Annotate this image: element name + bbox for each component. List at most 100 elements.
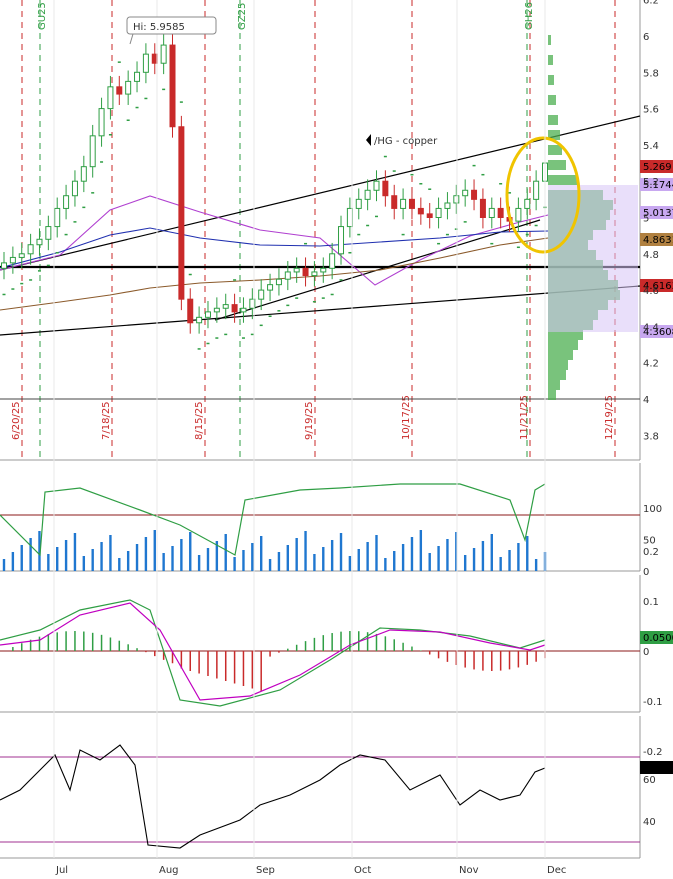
- trend-line-upper: [0, 115, 641, 271]
- date-marker-label: 12/19/25: [604, 395, 615, 440]
- price-tick: 5: [643, 214, 649, 225]
- date-marker-label: 6/20/25: [11, 401, 22, 440]
- psar-dot: [508, 192, 512, 194]
- ma-blue: [0, 227, 549, 269]
- hi-callout: Hi: 5.9585: [126, 16, 217, 45]
- candle-body: [302, 267, 309, 277]
- psar-dot: [437, 242, 441, 245]
- psar-dot: [339, 279, 343, 281]
- macd-line: [0, 599, 546, 707]
- osc-volume-bar: [2, 559, 6, 571]
- osc-tick: 100: [643, 504, 662, 515]
- price-tick: 5.2: [643, 177, 659, 188]
- month-label: Jul: [55, 865, 68, 876]
- candle-body: [364, 189, 371, 200]
- psar-dot: [188, 273, 192, 276]
- psar-dot: [233, 279, 237, 281]
- osc-volume-bar: [126, 551, 130, 571]
- rsi-badge-bg: [640, 761, 673, 774]
- osc-volume-bar: [517, 543, 520, 571]
- osc-volume-bar: [73, 533, 77, 571]
- volume-profile-bar: [548, 350, 573, 360]
- psar-dot: [29, 279, 33, 281]
- ma-brown: [0, 237, 549, 311]
- candle-body: [515, 207, 522, 222]
- macd-tick: 0: [643, 647, 649, 658]
- psar-dot: [277, 310, 281, 312]
- candle-body: [293, 267, 300, 273]
- osc-volume-bar: [100, 542, 103, 571]
- osc-volume-bar: [118, 558, 121, 571]
- candle-body: [116, 86, 123, 95]
- volume-profile-bar: [548, 75, 554, 85]
- osc-volume-bar: [375, 535, 378, 571]
- psar-dot: [330, 293, 334, 296]
- psar-dot: [11, 288, 15, 290]
- candle-body: [471, 189, 478, 200]
- psar-dot: [463, 221, 467, 223]
- psar-dot: [304, 242, 308, 245]
- volume-profile-bar: [548, 145, 562, 155]
- osc-volume-bar: [490, 534, 493, 571]
- psar-dot: [392, 170, 396, 172]
- psar-dot: [100, 161, 104, 163]
- osc-volume-bar: [437, 546, 440, 571]
- candle-body: [27, 244, 34, 255]
- price-badge: 4.8631: [640, 233, 673, 246]
- osc-volume-bar: [162, 553, 165, 571]
- price-tick: 5.6: [643, 105, 659, 116]
- price-badge-bg: [640, 206, 673, 219]
- psar-dot: [401, 233, 405, 236]
- osc-volume-bar: [56, 547, 59, 571]
- candle-body: [258, 289, 265, 300]
- candle-body: [240, 307, 247, 313]
- rsi-badge-label: 64.476: [643, 763, 673, 774]
- candle-body: [267, 284, 274, 291]
- psar-dot: [410, 173, 414, 176]
- psar-dot: [108, 134, 112, 136]
- osc-volume-bar: [215, 541, 219, 571]
- price-tick: 4.8: [643, 250, 659, 261]
- price-tick: 4.4: [643, 322, 659, 333]
- osc-volume-bar: [268, 559, 272, 571]
- price-panel: 6/20/25 7/18/25 8/15/25 9/19/25 10/17/25 11/2…: [0, 0, 673, 458]
- osc-volume-bar: [242, 550, 245, 571]
- rsi-panel: 60 40 64.476: [0, 744, 673, 849]
- candle-body: [284, 271, 291, 280]
- psar-dot: [383, 155, 387, 158]
- osc-volume-bar: [463, 555, 467, 571]
- price-badge-label: 5.0137: [643, 208, 673, 219]
- macd-tick: 0.2: [643, 547, 659, 558]
- volume-profile-bar: [548, 330, 583, 340]
- psar-dot: [73, 221, 77, 223]
- psar-dot: [445, 233, 449, 236]
- osc-volume-bar: [366, 542, 369, 571]
- osc-volume-bar: [20, 545, 23, 571]
- osc-volume-bar: [153, 530, 156, 571]
- psar-dot: [481, 173, 485, 176]
- candle-body: [249, 298, 256, 309]
- volume-profile-bar: [548, 55, 553, 65]
- rsi-badge: 64.476: [640, 761, 673, 774]
- trend-line-lower: [0, 285, 641, 336]
- psar-dot: [224, 333, 228, 336]
- osc-volume-bar: [330, 540, 334, 571]
- ma-purple: [0, 195, 549, 286]
- osc-volume-bar: [82, 556, 86, 571]
- price-tick: 4.6: [643, 286, 659, 297]
- candle-body: [435, 207, 442, 219]
- volume-profile-bar: [548, 370, 566, 380]
- candle-body: [9, 256, 16, 264]
- macd-signal-line: [0, 602, 546, 701]
- osc-volume-bar: [29, 538, 32, 571]
- osc-volume-bar: [47, 554, 50, 571]
- candle-body: [533, 180, 540, 200]
- psar-dot: [37, 270, 41, 272]
- psar-dot: [259, 324, 263, 327]
- volume-profile-bar: [548, 390, 556, 400]
- oscillator-panel: 100 50 0: [0, 483, 662, 578]
- axes: 6.2 6 5.8 5.6 5.4 5.2 5 4.8 4.6 4.4 4.2 4 3.8 Jul Aug S…: [53, 0, 659, 876]
- psar-dot: [215, 337, 219, 339]
- price-tick: 3.8: [643, 431, 659, 442]
